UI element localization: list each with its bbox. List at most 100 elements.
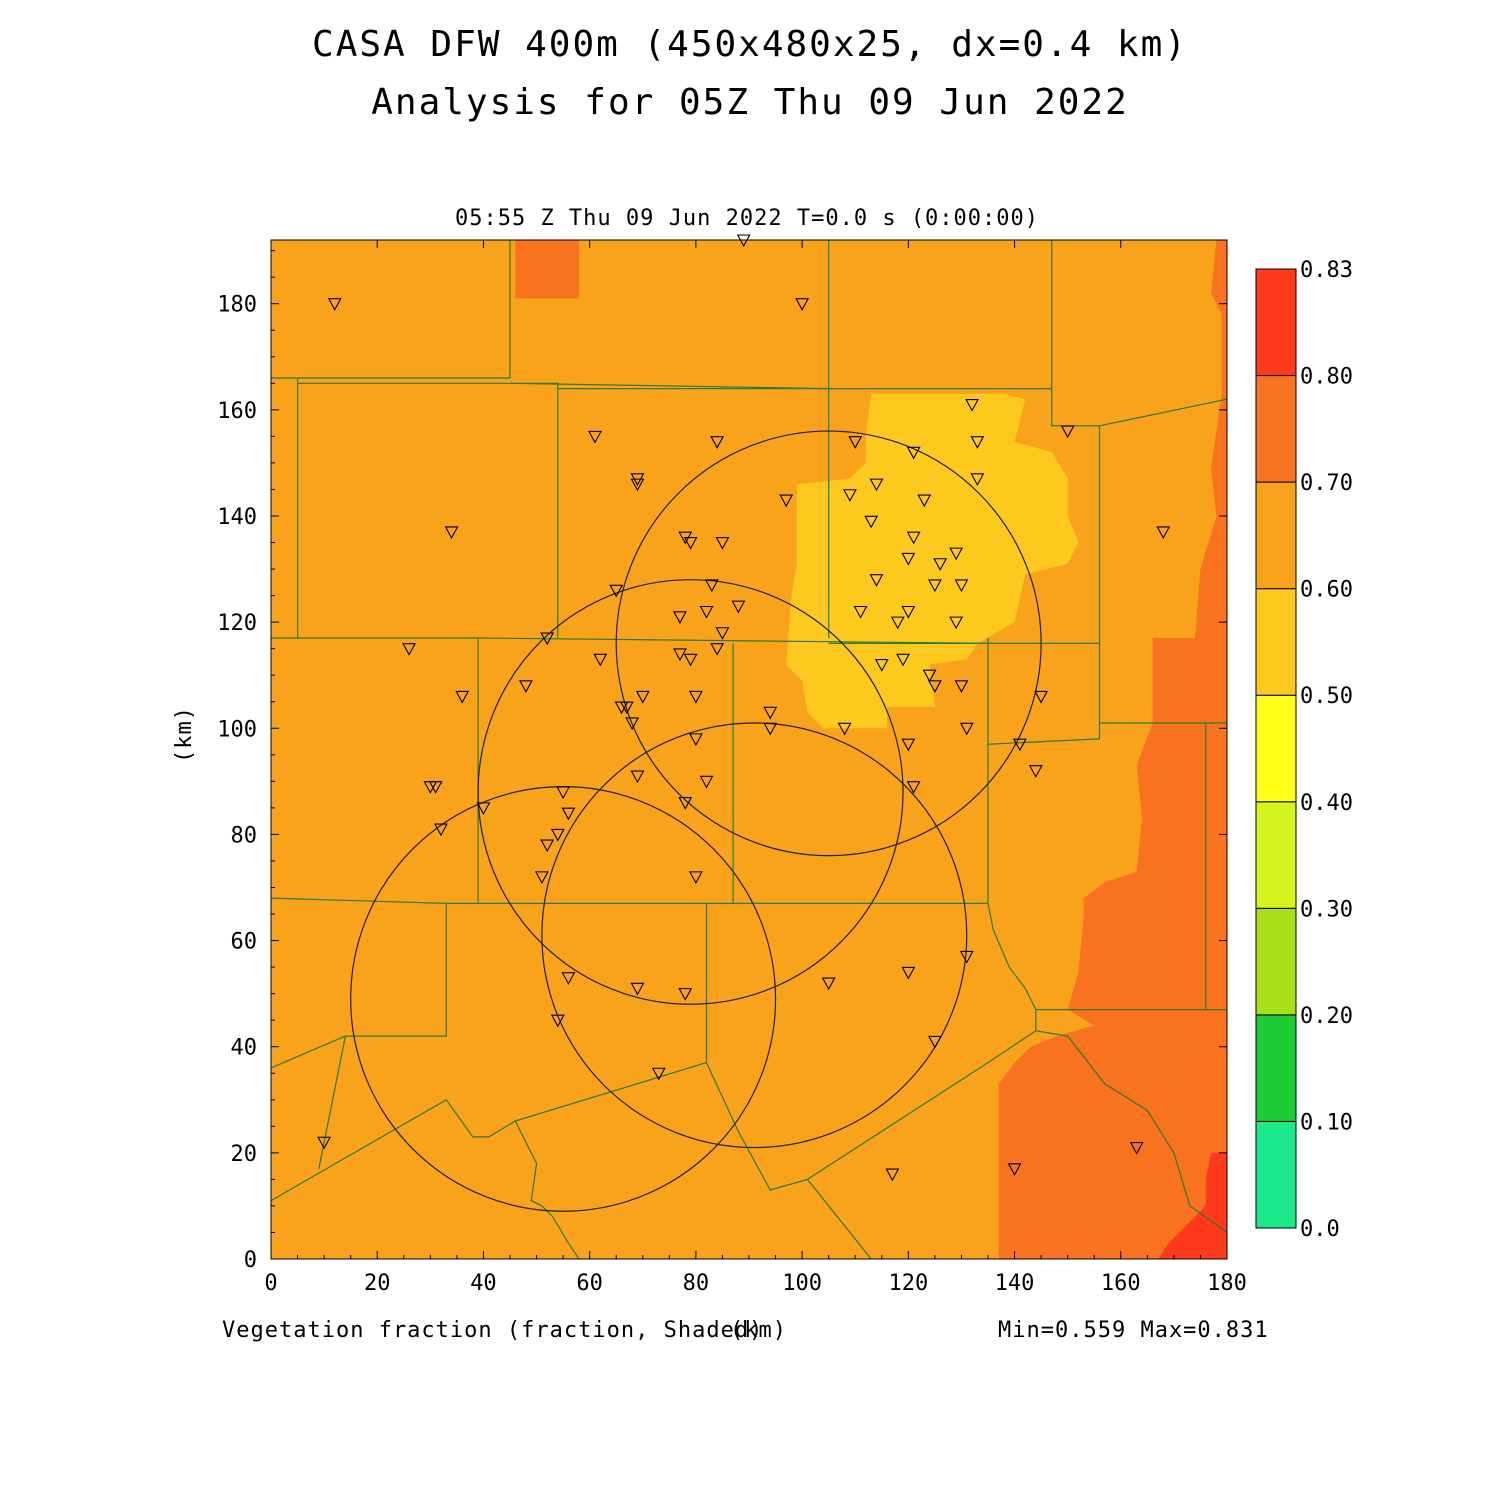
station-marker-icon — [901, 966, 916, 980]
station-marker-icon — [625, 717, 640, 731]
station-marker-icon — [959, 722, 974, 736]
colorbar-segment — [1255, 694, 1297, 803]
station-marker-icon — [593, 653, 608, 667]
station-marker-icon — [704, 579, 719, 593]
station-marker-icon — [821, 977, 836, 991]
station-marker-icon — [688, 733, 703, 747]
station-marker-icon — [1028, 765, 1043, 778]
x-tick-label: 180 — [1207, 1271, 1247, 1296]
radar-ring-0 — [615, 430, 1042, 857]
station-marker-icon — [837, 722, 852, 736]
station-marker-icon — [428, 781, 443, 794]
colorbar-label: 0.60 — [1300, 578, 1353, 603]
plot-time: 05:55 Z Thu 09 Jun 2022 T=0.0 s (0:00:00… — [454, 206, 1040, 231]
station-marker-icon — [869, 574, 884, 587]
station-marker-icon — [673, 611, 687, 624]
colorbar-segment — [1255, 375, 1297, 483]
station-marker-icon — [917, 494, 932, 508]
x-tick-label: 20 — [364, 1271, 391, 1296]
station-marker-icon — [619, 701, 634, 715]
station-marker-icon — [699, 605, 714, 619]
field-max-southeast — [1158, 1152, 1227, 1259]
field-high-east — [998, 240, 1227, 1259]
title-line-2: Analysis for 05Z Thu 09 Jun 2022 — [371, 82, 1129, 123]
colorbar-segment — [1255, 801, 1297, 909]
station-marker-icon — [842, 489, 857, 502]
field-low-north — [786, 393, 1079, 729]
station-marker-icon — [609, 584, 624, 598]
station-marker-icon — [715, 536, 730, 550]
station-marker-icon — [434, 823, 448, 837]
station-marker-icon — [710, 643, 725, 656]
station-marker-icon — [630, 478, 645, 492]
station-marker-icon — [949, 616, 964, 630]
colorbar-label: 0.83 — [1300, 258, 1353, 283]
y-tick-label: 160 — [217, 399, 257, 424]
county-boundary-5 — [557, 388, 830, 638]
y-tick-label: 140 — [217, 505, 257, 530]
x-tick-label: 40 — [470, 1271, 497, 1296]
station-marker-icon — [710, 436, 725, 449]
station-marker-icon — [763, 722, 778, 736]
station-marker-icon — [1129, 1141, 1144, 1155]
colorbar-label: 0.50 — [1300, 684, 1353, 709]
x-tick-label: 80 — [683, 1271, 710, 1296]
station-marker-icon — [885, 1168, 900, 1182]
x-tick-label: 140 — [995, 1271, 1035, 1296]
station-marker-icon — [949, 547, 964, 561]
x-tick-label: 160 — [1101, 1271, 1141, 1296]
station-marker-icon — [715, 627, 730, 640]
station-marker-icon — [1007, 1163, 1022, 1176]
station-marker-icon — [922, 669, 937, 683]
county-boundary-12 — [987, 643, 1101, 745]
station-marker-icon — [476, 802, 491, 816]
station-marker-icon — [688, 690, 703, 704]
y-tick-label: 80 — [231, 823, 258, 848]
station-marker-icon — [890, 616, 905, 630]
station-marker-icon — [699, 775, 714, 789]
station-marker-icon — [901, 552, 916, 566]
county-boundary-19 — [806, 1179, 872, 1260]
colorbar-label: 0.10 — [1300, 1110, 1353, 1135]
county-boundary-15 — [270, 1035, 346, 1069]
station-marker-icon — [519, 680, 533, 693]
x-axis-label: (km) — [730, 1318, 787, 1343]
station-marker-icon — [635, 690, 650, 704]
station-marker-icon — [853, 605, 868, 619]
station-marker-icon — [678, 797, 693, 810]
station-marker-icon — [402, 643, 417, 656]
station-marker-icon — [630, 770, 645, 784]
station-marker-icon — [540, 839, 555, 853]
station-marker-icon — [763, 706, 778, 720]
station-marker-icon — [970, 473, 985, 486]
station-marker-icon — [556, 786, 571, 800]
colorbar-segment — [1255, 588, 1297, 696]
station-marker-icon — [864, 515, 879, 529]
y-tick-label: 100 — [217, 717, 257, 742]
field-high-north — [515, 240, 579, 299]
x-tick-label: 0 — [264, 1271, 277, 1296]
title-line-1: CASA DFW 400m (450x480x25, dx=0.4 km) — [312, 24, 1188, 65]
station-marker-icon — [327, 298, 342, 311]
station-marker-icon — [683, 653, 698, 667]
station-marker-icon — [927, 1035, 942, 1049]
station-marker-icon — [933, 558, 948, 571]
station-marker-icon — [954, 579, 969, 593]
colorbar-label: 0.20 — [1300, 1004, 1353, 1029]
radar-ring-3 — [541, 722, 968, 1149]
station-marker-icon — [869, 478, 884, 492]
county-boundary-7 — [271, 637, 1100, 645]
colorbar-segment — [1255, 907, 1297, 1016]
station-marker-icon — [1012, 738, 1027, 752]
station-marker-icon — [965, 398, 979, 412]
station-marker-icon — [1060, 425, 1075, 439]
county-boundary-20 — [987, 903, 1037, 1031]
y-tick-label: 60 — [231, 930, 258, 955]
station-marker-icon — [927, 579, 942, 593]
county-boundary-18 — [705, 1030, 1037, 1191]
radar-ring-1 — [477, 579, 904, 1005]
station-marker-icon — [673, 648, 687, 662]
x-tick-label: 120 — [888, 1271, 928, 1296]
station-marker-icon — [540, 632, 555, 646]
station-marker-icon — [561, 972, 576, 985]
